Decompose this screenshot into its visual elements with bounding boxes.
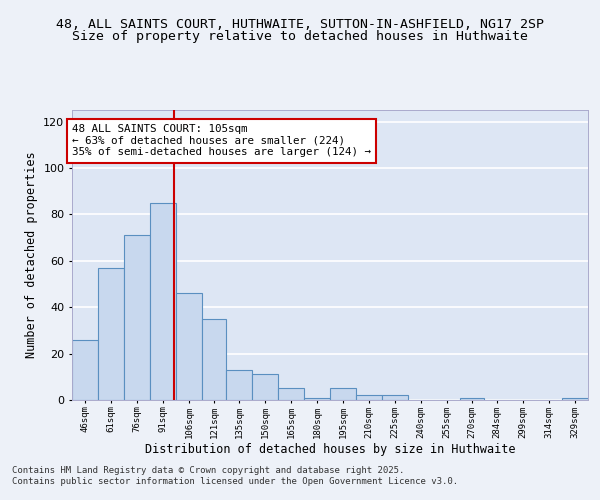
Bar bbox=[150, 203, 176, 400]
Bar bbox=[460, 398, 484, 400]
Bar bbox=[72, 340, 98, 400]
Bar bbox=[202, 319, 226, 400]
Bar bbox=[98, 268, 124, 400]
Text: Size of property relative to detached houses in Huthwaite: Size of property relative to detached ho… bbox=[72, 30, 528, 43]
Text: Contains HM Land Registry data © Crown copyright and database right 2025.: Contains HM Land Registry data © Crown c… bbox=[12, 466, 404, 475]
Bar bbox=[382, 396, 408, 400]
Bar bbox=[304, 398, 330, 400]
Bar bbox=[124, 236, 150, 400]
Bar bbox=[562, 398, 588, 400]
Y-axis label: Number of detached properties: Number of detached properties bbox=[25, 152, 38, 358]
Text: 48, ALL SAINTS COURT, HUTHWAITE, SUTTON-IN-ASHFIELD, NG17 2SP: 48, ALL SAINTS COURT, HUTHWAITE, SUTTON-… bbox=[56, 18, 544, 30]
Bar bbox=[176, 294, 202, 400]
Bar bbox=[330, 388, 356, 400]
Text: 48 ALL SAINTS COURT: 105sqm
← 63% of detached houses are smaller (224)
35% of se: 48 ALL SAINTS COURT: 105sqm ← 63% of det… bbox=[72, 124, 371, 157]
Bar bbox=[226, 370, 252, 400]
Text: Contains public sector information licensed under the Open Government Licence v3: Contains public sector information licen… bbox=[12, 477, 458, 486]
Bar bbox=[278, 388, 304, 400]
Bar bbox=[252, 374, 278, 400]
Bar bbox=[356, 396, 382, 400]
X-axis label: Distribution of detached houses by size in Huthwaite: Distribution of detached houses by size … bbox=[145, 444, 515, 456]
